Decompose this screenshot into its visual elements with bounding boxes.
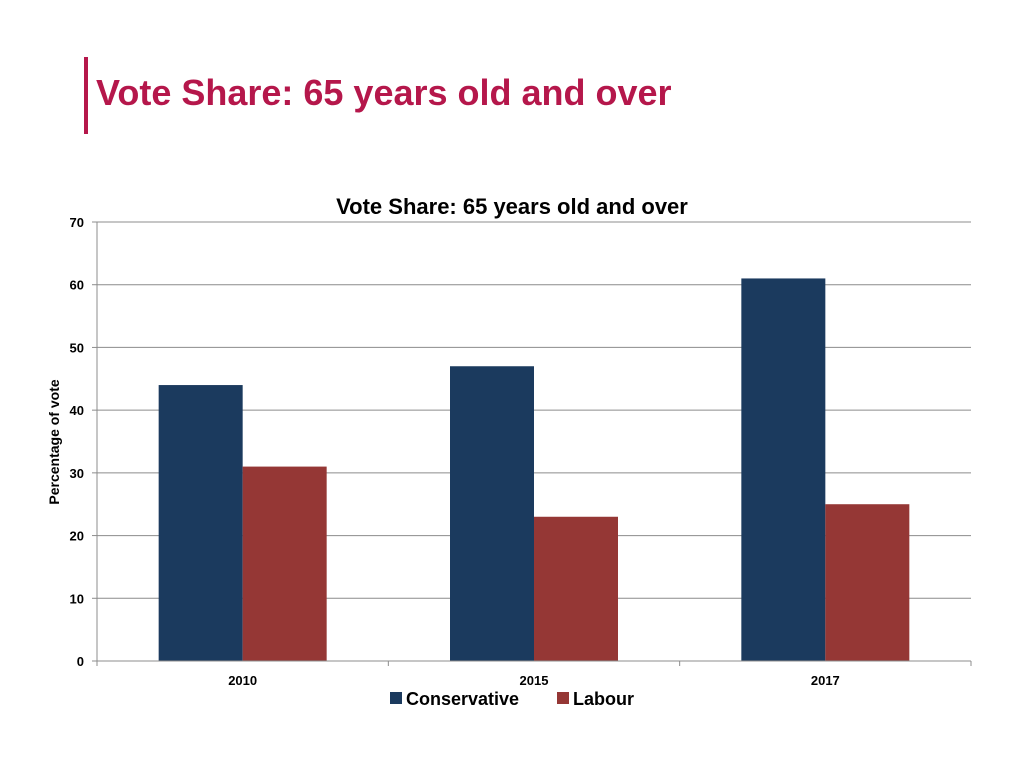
legend: Conservative Labour xyxy=(390,689,634,709)
chart-title: Vote Share: 65 years old and over xyxy=(336,194,688,219)
bar-conservative-2015 xyxy=(450,366,534,661)
y-tick-label: 0 xyxy=(77,654,84,669)
y-tick-label: 10 xyxy=(70,591,84,606)
y-tick-label: 60 xyxy=(70,278,84,293)
tick-labels: 0 10 20 30 40 50 60 70 2010 2015 2017 xyxy=(70,215,840,688)
y-tick-label: 70 xyxy=(70,215,84,230)
y-tick-label: 20 xyxy=(70,529,84,544)
bar-labour-2015 xyxy=(534,516,618,661)
legend-swatch-labour xyxy=(557,692,569,704)
title-accent-bar xyxy=(84,57,88,134)
legend-label-conservative: Conservative xyxy=(406,689,519,709)
bar-conservative-2017 xyxy=(741,278,826,661)
y-axis-label: Percentage of vote xyxy=(46,379,62,504)
axes xyxy=(92,221,972,666)
bars xyxy=(158,278,910,661)
bar-conservative-2010 xyxy=(158,385,243,661)
legend-label-labour: Labour xyxy=(573,689,634,709)
bar-labour-2017 xyxy=(825,504,910,661)
legend-swatch-conservative xyxy=(390,692,402,704)
y-tick-label: 30 xyxy=(70,466,84,481)
y-tick-label: 50 xyxy=(70,340,84,355)
slide-title: Vote Share: 65 years old and over xyxy=(96,72,672,113)
x-tick-label: 2017 xyxy=(811,673,840,688)
y-tick-label: 40 xyxy=(70,403,84,418)
x-tick-label: 2015 xyxy=(520,673,549,688)
bar-labour-2010 xyxy=(242,466,327,661)
x-tick-label: 2010 xyxy=(228,673,257,688)
